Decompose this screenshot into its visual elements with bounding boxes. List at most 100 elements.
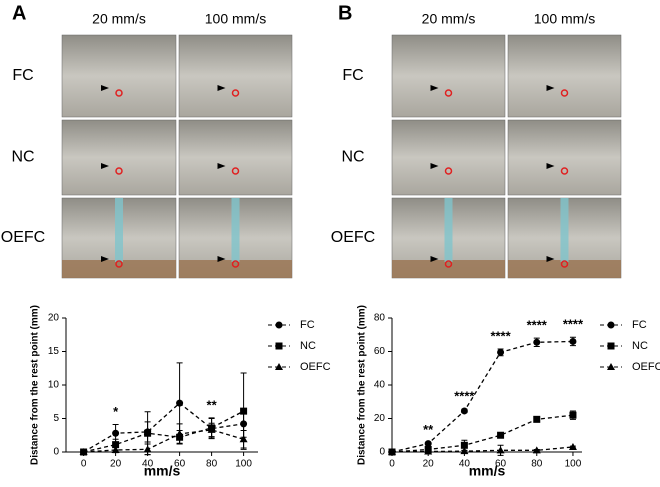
marker bbox=[207, 425, 216, 433]
marker bbox=[144, 429, 152, 437]
series-line bbox=[83, 429, 244, 453]
marker bbox=[568, 442, 577, 450]
photo-marker bbox=[560, 89, 569, 97]
photo-arrow bbox=[101, 85, 109, 91]
y-tick-label: 10 bbox=[48, 380, 60, 391]
photo-arrow bbox=[430, 256, 439, 262]
photo-tube bbox=[231, 198, 240, 262]
y-tick-label: 20 bbox=[374, 413, 386, 424]
y-tick-label: 15 bbox=[48, 346, 60, 357]
marker bbox=[388, 448, 396, 455]
legend-marker bbox=[275, 342, 283, 350]
x-tick-label: 60 bbox=[495, 459, 507, 470]
photo-tube bbox=[560, 198, 569, 262]
photo-sediment bbox=[62, 260, 176, 278]
marker bbox=[460, 407, 468, 415]
photo-arrow bbox=[430, 163, 439, 169]
series-line bbox=[83, 402, 244, 453]
series-line bbox=[391, 340, 573, 453]
legend-label: FC bbox=[300, 319, 315, 331]
photo bbox=[178, 34, 293, 118]
x-tick-label: 80 bbox=[531, 459, 543, 470]
marker bbox=[569, 411, 577, 419]
photo-tube bbox=[444, 198, 453, 262]
photo bbox=[507, 34, 622, 118]
photo-tube bbox=[115, 198, 123, 262]
marker bbox=[424, 440, 432, 448]
marker bbox=[532, 446, 541, 454]
x-tick-label: 60 bbox=[174, 459, 186, 470]
panel-label: A bbox=[12, 2, 26, 24]
photo-arrow bbox=[546, 163, 555, 169]
x-tick-label: 100 bbox=[565, 459, 582, 470]
annotation: ** bbox=[423, 422, 434, 437]
marker bbox=[569, 337, 577, 345]
photo-marker bbox=[560, 167, 569, 175]
y-tick-label: 0 bbox=[379, 447, 385, 458]
photo-arrow bbox=[430, 85, 439, 91]
x-tick-label: 0 bbox=[81, 459, 87, 470]
photo-arrow bbox=[217, 85, 226, 91]
series-line bbox=[83, 410, 244, 453]
photo-arrow bbox=[101, 256, 109, 262]
photo-marker bbox=[231, 260, 240, 268]
y-tick-label: 5 bbox=[53, 413, 59, 424]
photo-marker bbox=[444, 89, 453, 97]
x-tick-label: 80 bbox=[206, 459, 218, 470]
panel-label: B bbox=[338, 2, 352, 24]
marker bbox=[79, 448, 88, 455]
legend-label: NC bbox=[300, 340, 316, 352]
annotation: **** bbox=[490, 328, 511, 343]
photo-marker bbox=[444, 167, 453, 175]
marker bbox=[240, 407, 248, 415]
legend-marker bbox=[275, 363, 283, 370]
marker bbox=[497, 348, 505, 356]
marker bbox=[143, 445, 152, 453]
photo-arrow bbox=[101, 163, 109, 169]
photo-marker bbox=[231, 167, 240, 175]
annotation: **** bbox=[563, 317, 584, 332]
series-line bbox=[391, 446, 574, 453]
y-axis-label: Distance from the rest point (mm) bbox=[357, 305, 368, 465]
column-label: 100 mm/s bbox=[205, 11, 266, 27]
x-tick-label: 20 bbox=[110, 459, 122, 470]
x-tick-label: 100 bbox=[235, 459, 252, 470]
marker bbox=[111, 445, 120, 453]
photo-arrow bbox=[217, 163, 226, 169]
photo bbox=[178, 119, 293, 196]
legend-label: NC bbox=[632, 340, 648, 352]
photo bbox=[61, 34, 177, 118]
marker bbox=[112, 429, 120, 437]
photo-marker bbox=[444, 260, 453, 268]
x-tick-label: 20 bbox=[423, 459, 435, 470]
photo-marker bbox=[115, 89, 123, 97]
series-line bbox=[391, 414, 574, 453]
photo-arrow bbox=[546, 85, 555, 91]
photo-arrow bbox=[546, 256, 555, 262]
marker bbox=[533, 338, 541, 346]
y-tick-label: 80 bbox=[374, 313, 386, 324]
marker bbox=[424, 447, 433, 455]
marker bbox=[533, 415, 541, 423]
row-label: OEFC bbox=[1, 229, 45, 246]
photo-sediment bbox=[179, 260, 292, 278]
marker bbox=[176, 399, 184, 407]
marker bbox=[496, 446, 505, 454]
y-tick-label: 20 bbox=[48, 313, 60, 324]
photo-sediment bbox=[392, 260, 505, 278]
photo bbox=[507, 119, 622, 196]
y-tick-label: 40 bbox=[374, 380, 386, 391]
row-label: NC bbox=[341, 149, 364, 166]
legend-marker bbox=[607, 342, 615, 350]
marker bbox=[460, 441, 468, 449]
row-label: FC bbox=[342, 67, 363, 84]
photo bbox=[391, 34, 506, 118]
photo-arrow bbox=[217, 256, 226, 262]
x-tick-label: 40 bbox=[142, 459, 154, 470]
legend-label: FC bbox=[632, 319, 647, 331]
photo-marker bbox=[231, 89, 240, 97]
legend-label: OEFC bbox=[300, 361, 331, 373]
annotation: * bbox=[113, 404, 119, 419]
row-label: FC bbox=[12, 67, 33, 84]
